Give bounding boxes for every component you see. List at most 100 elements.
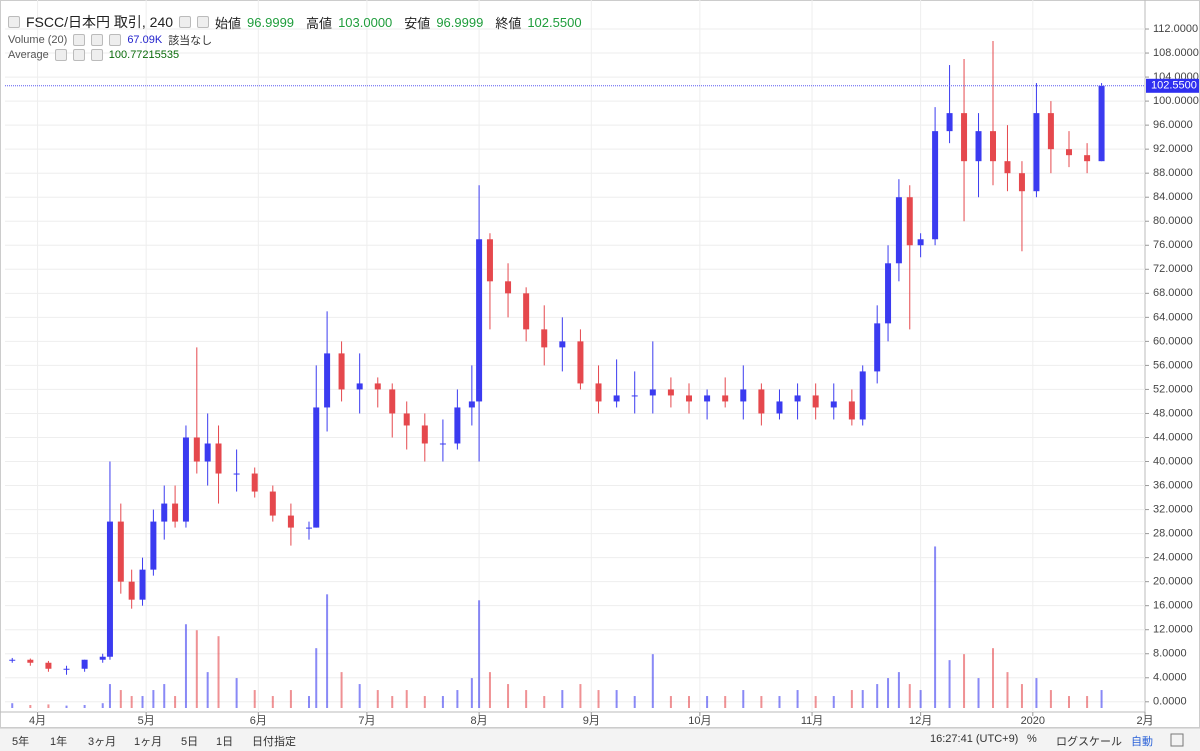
percent-button[interactable]: % (1027, 733, 1037, 745)
candle-body (848, 401, 855, 420)
candle-body (595, 383, 602, 402)
volume-bar (934, 546, 937, 708)
range-button[interactable]: 5日 (181, 736, 199, 748)
volume-bar (1086, 696, 1089, 708)
volume-bar (391, 696, 394, 708)
candle-body (45, 662, 52, 669)
remove-icon[interactable] (109, 34, 122, 46)
volume-bar (778, 696, 781, 708)
volume-bar (992, 648, 994, 708)
candle-body (403, 413, 410, 426)
x-tick-label: 2月 (1136, 715, 1153, 727)
volume-bar (1068, 696, 1070, 708)
volume-bar (253, 690, 256, 708)
y-tick-label: 40.0000 (1153, 455, 1193, 467)
volume-bar (423, 696, 426, 708)
volume-bar (919, 690, 922, 708)
collapse-icon[interactable] (8, 16, 20, 28)
candle-body (150, 521, 157, 570)
range-button[interactable]: 1ヶ月 (134, 736, 163, 748)
volume-bar (47, 704, 50, 708)
settings-icon[interactable] (197, 16, 210, 28)
date-range-button[interactable]: 日付指定 (252, 736, 296, 748)
candle-body (577, 341, 584, 384)
volume-bar (478, 600, 481, 708)
candle-body (99, 656, 106, 660)
remove-icon[interactable] (90, 49, 103, 61)
volume-bar (217, 636, 220, 708)
candle-body (172, 503, 179, 522)
log-button[interactable]: ログスケール (1056, 736, 1122, 748)
candle-body (649, 389, 656, 396)
y-tick-label: 84.0000 (1153, 191, 1193, 203)
x-tick-label: 5月 (138, 715, 155, 727)
volume-bar (561, 690, 564, 708)
candle-body (946, 113, 953, 132)
y-tick-label: 56.0000 (1153, 359, 1193, 371)
volume-bar (108, 684, 111, 708)
eye-icon[interactable] (179, 16, 192, 28)
candle-body (990, 131, 996, 162)
volume-bar (651, 654, 654, 708)
y-tick-label: 44.0000 (1153, 431, 1193, 443)
eye-icon[interactable] (73, 34, 86, 46)
volume-bar (832, 696, 835, 708)
volume-bar (897, 672, 900, 708)
candle-body (1066, 149, 1072, 156)
volume-bar (315, 648, 318, 708)
candle-body (812, 395, 819, 408)
settings-icon[interactable] (1170, 733, 1184, 747)
candle-body (776, 401, 783, 414)
volume-bar (742, 690, 745, 708)
settings-icon[interactable] (91, 34, 104, 46)
candle-body (139, 569, 146, 600)
x-tick-label: 12月 (909, 715, 932, 727)
volume-bar (376, 690, 379, 708)
range-button[interactable]: 1日 (216, 736, 234, 748)
range-button[interactable]: 3ヶ月 (88, 736, 117, 748)
candle-body (389, 389, 396, 414)
candle-body (128, 581, 135, 600)
ohlc-value: 96.9999 (247, 14, 295, 30)
y-tick-label: 88.0000 (1153, 167, 1193, 179)
candle-body (932, 131, 939, 240)
study-name[interactable]: Average (8, 49, 49, 61)
candle-body (1047, 113, 1054, 150)
volume-bar (706, 696, 709, 708)
candle-body (468, 401, 475, 408)
volume-bar (308, 696, 310, 708)
candle-body (9, 659, 16, 661)
auto-button[interactable]: 自動 (1131, 736, 1153, 748)
range-button[interactable]: 5年 (12, 736, 30, 748)
candle-body (356, 383, 363, 390)
volume-bar (633, 696, 636, 708)
volume-bar (29, 705, 32, 708)
x-tick-label: 10月 (688, 715, 711, 727)
volume-bar (579, 684, 582, 708)
study-name[interactable]: Volume (20) (8, 34, 68, 46)
candle-body (975, 131, 982, 162)
candle-body (758, 389, 765, 414)
volume-bar (470, 678, 473, 708)
y-tick-label: 20.0000 (1153, 576, 1193, 588)
volume-bar (525, 690, 528, 708)
eye-icon[interactable] (54, 49, 67, 61)
last-price-tag (1146, 78, 1199, 93)
candle-body (454, 407, 461, 444)
ohlc-value: 96.9999 (436, 14, 484, 30)
study-value: 67.09K (127, 34, 163, 46)
candle-body (874, 323, 881, 372)
candle-body (324, 353, 331, 408)
y-tick-label: 48.0000 (1153, 407, 1193, 419)
y-tick-label: 80.0000 (1153, 215, 1193, 227)
volume-bar (11, 703, 14, 708)
volume-bar (1100, 690, 1103, 708)
x-tick-label: 4月 (29, 715, 46, 727)
range-button[interactable]: 1年 (50, 736, 68, 748)
volume-bar (184, 624, 187, 708)
volume-bar (163, 684, 166, 708)
settings-icon[interactable] (72, 49, 85, 61)
volume-bar (326, 594, 329, 708)
y-tick-label: 32.0000 (1153, 503, 1193, 515)
